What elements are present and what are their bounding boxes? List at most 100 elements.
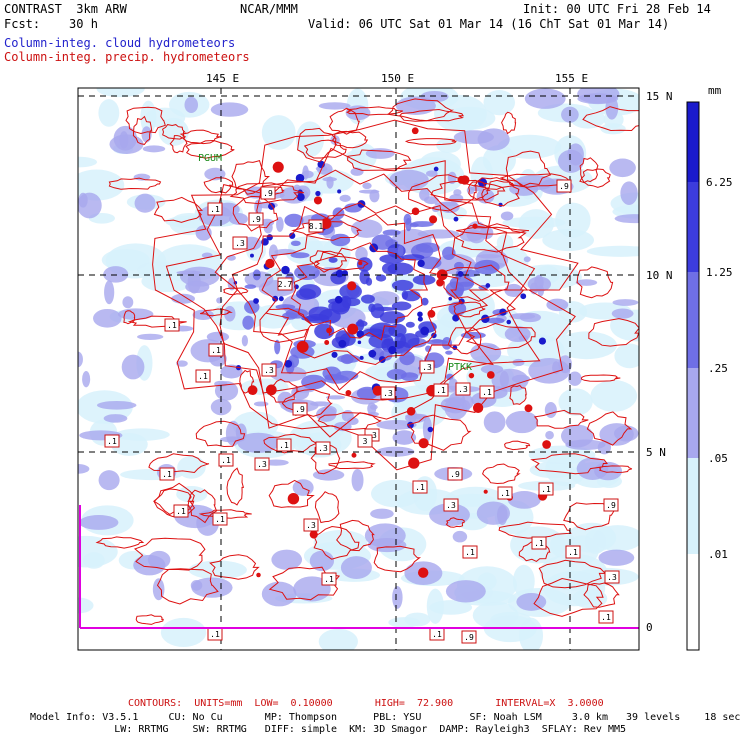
colorbar-bin-5 [687,182,699,272]
svg-text:.1: .1 [211,346,221,355]
contour-label-box: 2.7 [277,277,293,291]
contour-label-box: .9 [556,179,572,193]
svg-text:.1: .1 [436,386,446,395]
contour-label-box: .3 [604,570,620,584]
contour-label-box: .9 [248,212,264,226]
svg-text:.3: .3 [458,385,468,394]
svg-text:.1: .1 [568,548,578,557]
svg-text:.3: .3 [306,521,316,530]
svg-text:.1: .1 [432,630,442,639]
contour-label-box: .1 [173,504,189,518]
svg-text:.1: .1 [215,515,225,524]
svg-text:.1: .1 [601,613,611,622]
colorbar-level-1.25: 1.25 [706,266,733,279]
lat-label-5n: 5 N [646,446,666,459]
contour-label-box: .3 [232,236,248,250]
hydrometeor-field [78,88,639,650]
contour-label-box: .1 [321,572,337,586]
contour-label-box: .9 [461,630,477,644]
svg-text:.3: .3 [422,363,432,372]
contour-label-box: .1 [218,453,234,467]
svg-text:3: 3 [363,437,368,446]
colorbar-level-6.25: 6.25 [706,176,733,189]
lon-label-155: 155 E [555,72,589,85]
contour-label-box: .1 [497,486,513,500]
contour-label-box: .1 [195,369,211,383]
model-info-line2: LW: RRTMG SW: RRTMG DIFF: simple KM: 3D … [30,724,627,735]
svg-text:.9: .9 [606,501,616,510]
init-time: Init: 00 UTC Fri 28 Feb 14 [523,2,711,16]
field-precip-label: Column-integ. precip. hydrometeors [4,50,250,64]
contour-label-box: .3 [419,360,435,374]
svg-text:.1: .1 [221,456,231,465]
contour-label-box: .1 [207,627,223,641]
contour-label-box: 8.1 [308,219,324,233]
contour-label-box: .1 [207,202,223,216]
contour-label-box: .9 [603,498,619,512]
lon-label-150: 150 E [381,72,415,85]
colorbar-bin-6 [687,102,699,182]
station-pgum: PGUM [198,153,222,164]
plot-frame [77,87,640,651]
colorbar [686,101,700,651]
svg-text:.1: .1 [534,539,544,548]
svg-text:.9: .9 [559,182,569,191]
contour-label-box: .1 [212,512,228,526]
colorbar-level-.05: .05 [708,452,728,465]
svg-text:.3: .3 [318,444,328,453]
svg-text:.1: .1 [482,388,492,397]
svg-text:.9: .9 [450,470,460,479]
svg-text:.3: .3 [607,573,617,582]
lat-label-eq: 0 [646,621,653,634]
contour-label-box: .3 [455,382,471,396]
svg-text:.1: .1 [176,507,186,516]
contour-label-box: .3 [261,363,277,377]
svg-text:.1: .1 [107,437,117,446]
svg-text:.3: .3 [257,460,267,469]
station-ptkk: PTKK [448,362,472,373]
precip-contours [95,98,639,625]
colorbar-bin-2 [687,458,699,554]
colorbar-bin-3 [687,368,699,458]
contour-label-box: .1 [462,545,478,559]
colorbar-bin-1 [687,554,699,650]
model-title: CONTRAST 3km ARW [4,2,127,16]
svg-text:.9: .9 [295,405,305,414]
valid-time: Valid: 06 UTC Sat 01 Mar 14 (16 ChT Sat … [308,17,670,31]
lat-label-10n: 10 N [646,269,673,282]
contour-label-box: .1 [412,480,428,494]
svg-text:.1: .1 [465,548,475,557]
org-label: NCAR/MMM [240,2,298,16]
svg-text:8.1: 8.1 [309,222,324,231]
contour-label-box: .1 [164,318,180,332]
contour-label-box: .1 [208,343,224,357]
contour-label-box: .1 [276,438,292,452]
contour-label-box: .1 [479,385,495,399]
contour-label-box: .3 [443,498,459,512]
svg-text:.1: .1 [162,470,172,479]
svg-text:2.7: 2.7 [278,280,293,289]
contour-label-box: .9 [260,186,276,200]
svg-text:.1: .1 [415,483,425,492]
contour-label-box: .3 [380,386,396,400]
colorbar-bin-4 [687,272,699,368]
svg-text:.1: .1 [324,575,334,584]
svg-text:.3: .3 [264,366,274,375]
contour-label-box: 3 [357,434,373,448]
field-cloud-label: Column-integ. cloud hydrometeors [4,36,236,50]
svg-text:.1: .1 [167,321,177,330]
svg-text:.9: .9 [263,189,273,198]
contour-label-box: .1 [598,610,614,624]
contour-label-box: .3 [254,457,270,471]
contour-label-box: .1 [433,383,449,397]
contour-labels: .1 .9 .3 .9 8.1 2.7 .1 .1 .1 .3 .9 .1 .1 .3 .3 .1 .1 .1 .1… [104,179,620,644]
contour-label-box: .1 [429,627,445,641]
svg-text:.3: .3 [235,239,245,248]
svg-text:.9: .9 [464,633,474,642]
svg-text:.1: .1 [541,485,551,494]
contour-label-box: .1 [538,482,554,496]
contour-label-box: .1 [104,434,120,448]
svg-text:.3: .3 [446,501,456,510]
colorbar-unit: mm [708,84,722,97]
